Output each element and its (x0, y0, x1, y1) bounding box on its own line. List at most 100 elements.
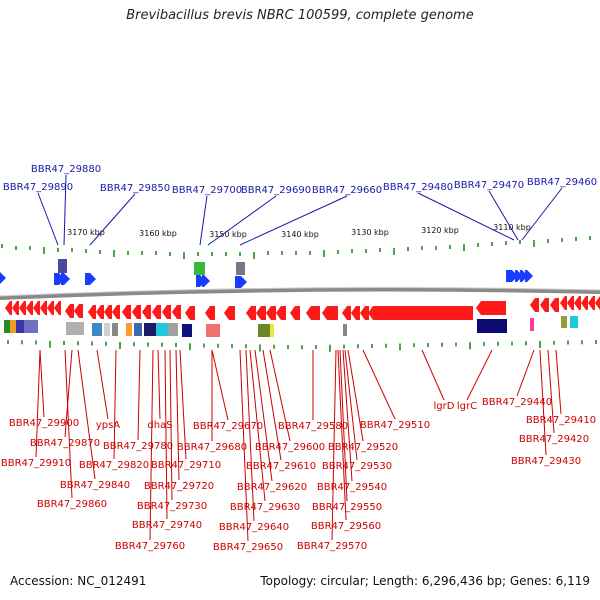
scale-label: 3110 kbp (493, 223, 531, 232)
lower-leader-line (249, 349, 266, 502)
feature-box (112, 323, 118, 336)
upper-gene-label: BBR47_29470 (454, 180, 524, 191)
upper-leader-line (521, 187, 563, 241)
feature-box-track (4, 259, 578, 337)
lower-gene-label: BBR47_29840 (60, 480, 130, 491)
lower-leader-line (555, 349, 562, 415)
upper-leader-line (37, 192, 59, 246)
reverse-gene-arrow (19, 301, 26, 315)
forward-gene-arrow (202, 275, 210, 287)
lower-leader-line (262, 349, 282, 461)
lower-gene-label: BBR47_29780 (103, 441, 173, 452)
forward-gene-arrow (0, 272, 6, 284)
lower-tick-track (7, 340, 597, 352)
reverse-gene-arrow (476, 301, 506, 315)
lower-gene-label: BBR47_29820 (79, 460, 149, 471)
reverse-gene-arrow (595, 296, 600, 310)
lower-gene-label: BBR47_29600 (255, 442, 325, 453)
feature-box (168, 323, 178, 336)
forward-gene-arrow (196, 275, 206, 287)
lower-gene-label: BBR47_29430 (511, 456, 581, 467)
lower-gene-label: BBR47_29510 (360, 420, 430, 431)
lower-gene-label: BBR47_29650 (213, 542, 283, 553)
feature-box (270, 324, 274, 337)
reverse-gene-arrow (567, 296, 574, 310)
feature-box (66, 322, 84, 335)
feature-box (206, 324, 220, 337)
reverse-gene-arrow (162, 305, 171, 319)
reverse-gene-arrow (33, 301, 40, 315)
feature-box (4, 320, 12, 333)
genome-stats-text: Topology: circular; Length: 6,296,436 bp… (260, 574, 590, 588)
forward-gene-arrow (525, 270, 533, 282)
lower-leader-line (39, 349, 45, 418)
scale-label: 3130 kbp (351, 228, 389, 237)
lower-leader-line (337, 349, 347, 521)
feature-box (144, 323, 156, 336)
lower-leader-line (539, 349, 547, 456)
upper-gene-label: BBR47_29460 (527, 177, 597, 188)
lower-gene-label: BBR47_29630 (230, 502, 300, 513)
feature-box (104, 323, 110, 336)
lower-leader-line (113, 349, 117, 460)
lower-gene-label: BBR47_29710 (151, 460, 221, 471)
feature-box (343, 324, 347, 336)
upper-leader-line (207, 195, 277, 246)
scale-label: 3160 kbp (139, 229, 177, 238)
lower-leader-line (77, 349, 96, 480)
reverse-gene-arrow (351, 306, 360, 320)
lower-gene-label: BBR47_29680 (177, 442, 247, 453)
lower-leader-line (164, 349, 168, 520)
upper-tick-track (1, 236, 591, 259)
lower-gene-label: BBR47_29570 (297, 541, 367, 552)
reverse-gene-arrow (65, 304, 74, 318)
lower-leader-line (339, 349, 348, 502)
accession-text: Accession: NC_012491 (10, 574, 147, 588)
forward-gene-arrow (515, 270, 523, 282)
lower-gene-labels: BBR47_29900 BBR47_29870 BBR47_29910 ypsA BBR… (1, 397, 596, 553)
reverse-gene-arrow (12, 301, 19, 315)
scale-label: 3140 kbp (281, 230, 319, 239)
lower-leader-line (347, 349, 364, 442)
lower-leader-line (344, 349, 358, 461)
feature-box (194, 262, 205, 275)
reverse-gene-arrow (368, 306, 473, 320)
lower-gene-label: BBR47_29580 (278, 421, 348, 432)
upper-leader-line (63, 174, 67, 246)
lower-gene-label: BBR47_29730 (137, 501, 207, 512)
upper-gene-label: BBR47_29890 (3, 182, 73, 193)
forward-gene-track (0, 270, 533, 288)
reverse-gene-arrow (322, 306, 338, 320)
forward-gene-arrow (61, 273, 70, 285)
lower-gene-label: BBR47_29670 (193, 421, 263, 432)
reverse-gene-arrow (54, 301, 61, 315)
lower-leader-line (64, 349, 73, 438)
lower-gene-label: BBR47_29550 (312, 502, 382, 513)
lower-gene-label: BBR47_29540 (317, 482, 387, 493)
reverse-gene-arrow (96, 305, 104, 319)
reverse-gene-arrow (26, 301, 33, 315)
upper-gene-label: BBR47_29700 (172, 185, 242, 196)
scale-label: 3170 kbp (67, 228, 105, 237)
lower-gene-label: BBR47_29860 (37, 499, 107, 510)
scale-label: 3120 kbp (421, 226, 459, 235)
lower-leader-line (157, 349, 161, 420)
reverse-gene-arrow (256, 306, 266, 320)
reverse-gene-arrow (306, 306, 320, 320)
reverse-gene-arrow (142, 305, 151, 319)
reverse-gene-arrow (122, 305, 131, 319)
lower-gene-label: BBR47_29870 (30, 438, 100, 449)
lower-gene-label: dhaS (147, 420, 172, 431)
reverse-gene-arrow (132, 305, 141, 319)
forward-gene-arrow (520, 270, 528, 282)
upper-gene-label: BBR47_29880 (31, 164, 101, 175)
forward-gene-arrow (235, 276, 247, 288)
lower-gene-label: lgrC (457, 401, 477, 412)
upper-gene-label: BBR47_29690 (241, 185, 311, 196)
reverse-gene-arrow (246, 306, 256, 320)
lower-leader-line (254, 349, 273, 482)
reverse-gene-track (5, 296, 600, 320)
reverse-gene-arrow (581, 296, 588, 310)
